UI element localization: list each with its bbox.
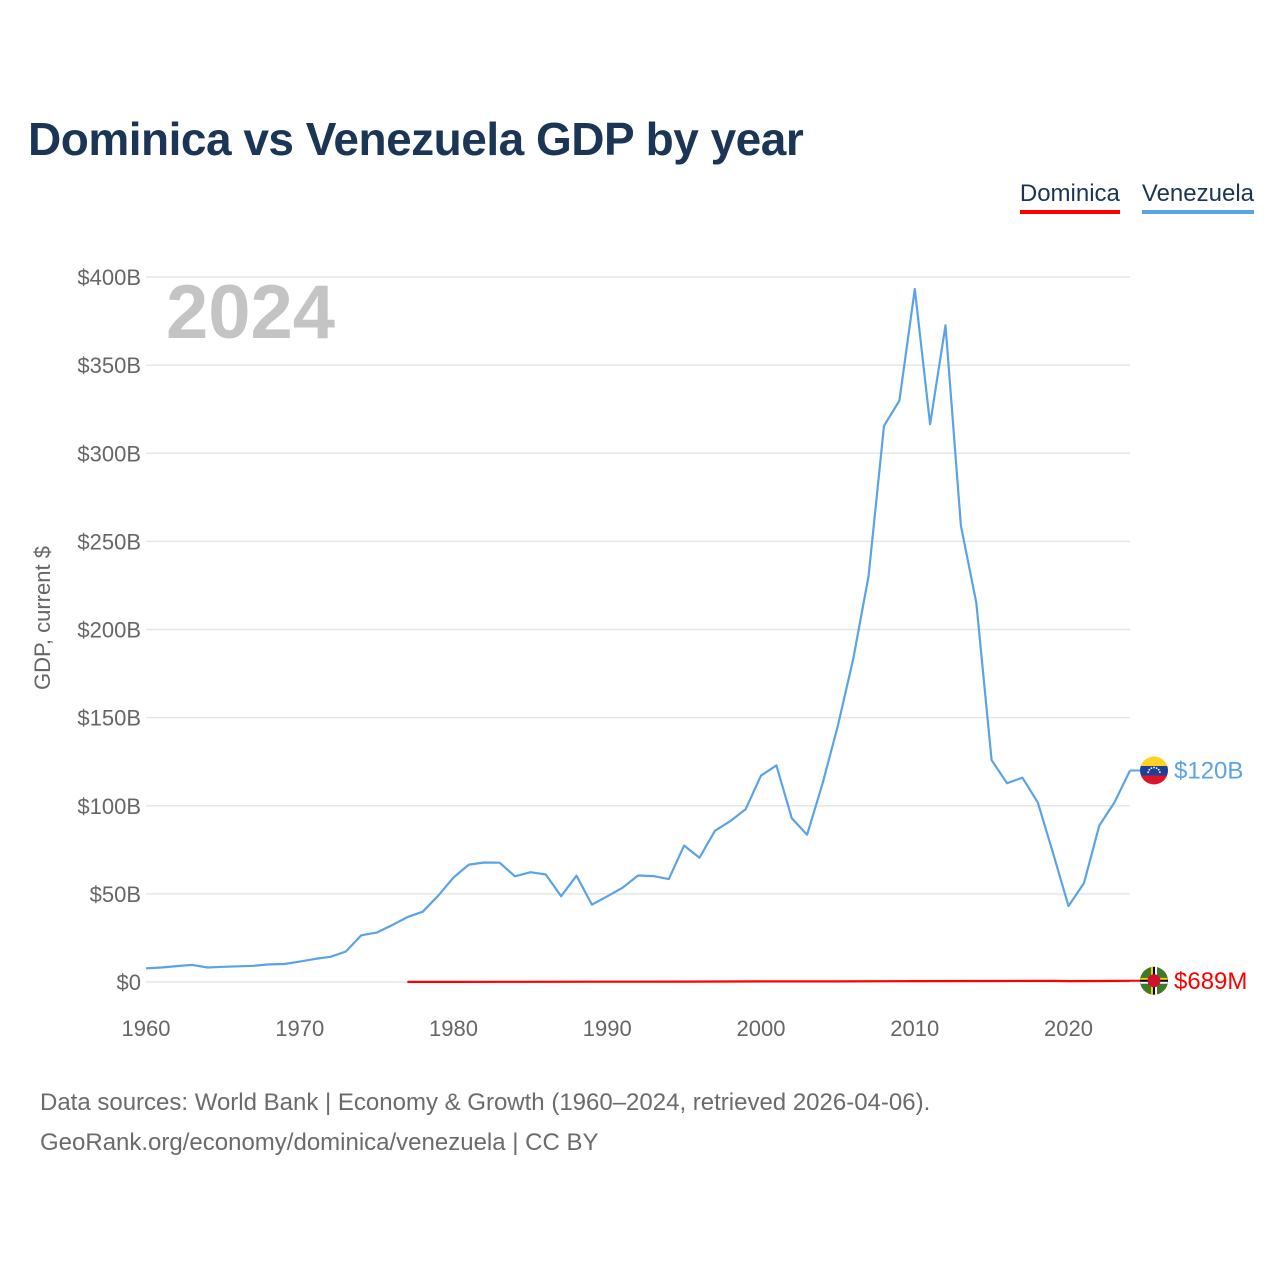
y-tick-label: $250B [77,529,141,554]
attribution-link[interactable]: GeoRank.org/economy/dominica/venezuela |… [40,1129,599,1156]
series-lines [145,287,1131,984]
x-tick-label: 2000 [737,1016,786,1041]
series-line-venezuela[interactable] [145,287,1131,970]
end-markers: $120B $689M [1130,756,1247,995]
end-value-label-venezuela: $120B [1174,758,1243,785]
y-tick-label: $50B [90,882,141,907]
legend-dominica[interactable]: Dominica [1019,180,1120,214]
year-watermark: 2024 [166,270,335,355]
series-line-dominica[interactable] [407,979,1131,984]
x-tick-label: 1990 [583,1016,632,1041]
dominica-flag-icon [1140,966,1168,995]
chart-title: Dominica vs Venezuela GDP by year [28,113,804,165]
y-tick-label: $100B [77,794,141,819]
y-axis-label: GDP, current $ [30,546,55,690]
x-tick-label: 1960 [122,1016,171,1041]
y-tick-label: $150B [77,706,141,731]
y-tick-label: $400B [77,265,141,290]
data-source-text: Data sources: World Bank | Economy & Gro… [40,1089,931,1116]
x-tick-label: 2010 [890,1016,939,1041]
y-tick-label: $200B [77,618,141,643]
footer: Data sources: World Bank | Economy & Gro… [40,1083,930,1163]
y-tick-label: $300B [77,441,141,466]
legend-venezuela[interactable]: Venezuela [1141,180,1254,214]
end-value-label-dominica: $689M [1174,968,1247,995]
y-tick-label: $350B [77,353,141,378]
gdp-line-chart: 2024 $0 $50B $100B $150B $200B $250B $300B $350… [30,265,1247,1041]
y-tick-label: $0 [117,970,141,995]
venezuela-flag-icon [1140,756,1168,785]
x-tick-label: 1970 [275,1016,324,1041]
x-tick-label: 1980 [429,1016,478,1041]
legend: Dominica Venezuela [1019,180,1254,214]
x-tick-label: 2020 [1044,1016,1093,1041]
x-axis-ticks: 1960 1970 1980 1990 2000 2010 2020 [122,1016,1093,1041]
y-axis-ticks: $0 $50B $100B $150B $200B $250B $300B $350B $400… [77,265,141,995]
